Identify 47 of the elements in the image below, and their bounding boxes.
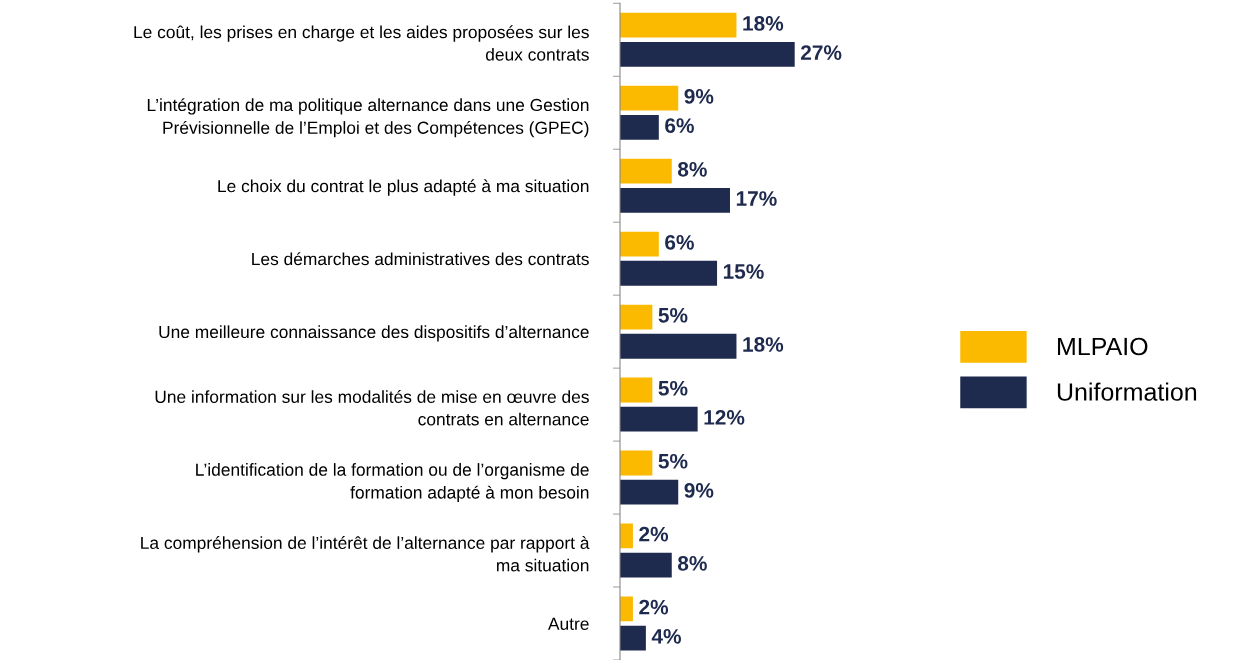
bar <box>620 625 646 651</box>
data-label: 15% <box>723 264 764 279</box>
bar <box>620 12 737 38</box>
bar <box>620 41 795 67</box>
y-tick-label: Le coût, les prises en charge et les aides proposées sur les deux contrats <box>134 25 589 61</box>
bar <box>620 114 659 140</box>
data-label: 5% <box>658 307 688 323</box>
y-tick-label: La compréhension de l’intérêt de l’alternance par rapport à ma situation <box>141 536 590 572</box>
data-label: 5% <box>658 380 688 396</box>
data-label: 5% <box>658 453 688 469</box>
bar <box>620 304 653 330</box>
bar <box>620 406 698 432</box>
legend-label: MLPAIO <box>1058 337 1148 356</box>
bar <box>620 187 730 213</box>
bar <box>620 552 672 578</box>
data-label: 18% <box>743 337 784 352</box>
bar <box>620 260 718 286</box>
y-tick-label: Les démarches administratives des contrats <box>252 252 589 266</box>
bar <box>620 85 679 111</box>
data-label: 2% <box>639 599 669 615</box>
data-label: 6% <box>665 234 694 250</box>
y-tick-label: L’intégration de ma politique alternance dans une Gestion Prévisionnelle de l’Emploi et des Compétences (GPEC) <box>147 98 589 138</box>
y-tick-label: Le choix du contrat le plus adapté à ma situation <box>218 179 589 196</box>
data-label: 12% <box>704 410 745 425</box>
data-label: 2% <box>639 526 669 542</box>
bar <box>620 450 653 476</box>
data-label: 8% <box>677 161 707 177</box>
data-label: 9% <box>684 483 714 498</box>
data-label: 9% <box>684 89 714 104</box>
y-tick-label: L’identification de la formation ou de l’organisme de formation adapté à mon besoin <box>196 463 589 503</box>
bar <box>620 479 679 505</box>
bar <box>620 231 659 257</box>
y-tick-label: Une information sur les modalités de mise en œuvre des contrats en alternance <box>155 390 589 426</box>
bar <box>620 377 653 403</box>
data-label: 27% <box>800 45 842 60</box>
y-tick-label: Autre <box>547 617 589 630</box>
bar <box>620 596 633 622</box>
y-tick-label: Une meilleure connaissance des dispositifs d’alternance <box>159 325 589 342</box>
bar <box>620 523 633 549</box>
bar <box>620 333 737 359</box>
data-label: 8% <box>677 555 707 571</box>
data-label: 6% <box>665 118 694 133</box>
legend-label: Uniformation <box>1057 382 1197 401</box>
data-label: 18% <box>743 16 784 31</box>
data-label: 17% <box>736 191 777 206</box>
data-label: 4% <box>651 629 681 644</box>
bar <box>620 158 672 184</box>
